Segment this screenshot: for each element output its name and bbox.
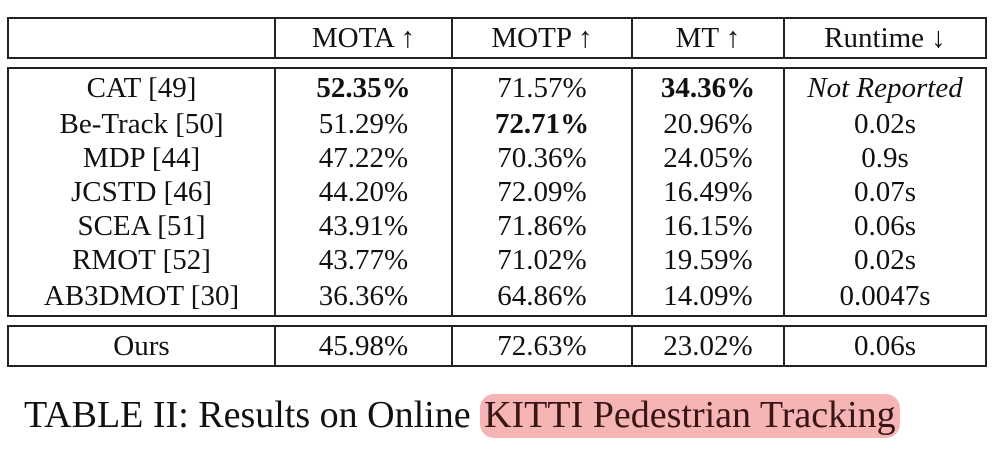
motp-cell: 70.36% [451, 141, 633, 175]
motp-cell: 71.86% [451, 209, 633, 243]
method-cell: CAT [49] [7, 67, 276, 107]
mota-cell: 43.91% [274, 209, 453, 243]
runtime-cell: 0.02s [783, 243, 987, 277]
table-row: AB3DMOT [30] 36.36% 64.86% 14.09% 0.0047… [7, 277, 987, 317]
table-row: SCEA [51] 43.91% 71.86% 16.15% 0.06s [7, 209, 987, 243]
header-motp: MOTP ↑ [451, 17, 633, 59]
motp-cell: 71.57% [451, 67, 633, 107]
method-cell: JCSTD [46] [7, 175, 276, 209]
motp-cell: 72.09% [451, 175, 633, 209]
runtime-cell: 0.07s [783, 175, 987, 209]
method-cell: RMOT [52] [7, 243, 276, 277]
table-row-ours: Ours 45.98% 72.63% 23.02% 0.06s [7, 325, 987, 367]
mt-cell: 16.15% [631, 209, 785, 243]
mota-cell: 36.36% [274, 277, 453, 317]
mt-cell: 20.96% [631, 107, 785, 141]
mt-cell: 19.59% [631, 243, 785, 277]
runtime-cell: 0.02s [783, 107, 987, 141]
mt-cell: 34.36% [631, 67, 785, 107]
table-header-row: MOTA ↑ MOTP ↑ MT ↑ Runtime ↓ [7, 17, 987, 59]
method-cell: Ours [7, 325, 276, 367]
mota-cell: 52.35% [274, 67, 453, 107]
table-row: Be-Track [50] 51.29% 72.71% 20.96% 0.02s [7, 107, 987, 141]
header-runtime: Runtime ↓ [783, 17, 987, 59]
runtime-cell: 0.06s [783, 325, 987, 367]
mota-cell: 47.22% [274, 141, 453, 175]
mota-cell: 45.98% [274, 325, 453, 367]
mota-cell: 51.29% [274, 107, 453, 141]
table-row: MDP [44] 47.22% 70.36% 24.05% 0.9s [7, 141, 987, 175]
motp-cell: 72.63% [451, 325, 633, 367]
header-cell-empty [7, 17, 276, 59]
table-caption: TABLE II: Results on Online KITTI Pedest… [24, 394, 900, 438]
caption-highlighted-text: KITTI Pedestrian Tracking [480, 394, 900, 438]
mt-cell: 16.49% [631, 175, 785, 209]
table-row: JCSTD [46] 44.20% 72.09% 16.49% 0.07s [7, 175, 987, 209]
table-spacer [8, 58, 986, 68]
motp-cell: 72.71% [451, 107, 633, 141]
table-row: RMOT [52] 43.77% 71.02% 19.59% 0.02s [7, 243, 987, 277]
runtime-cell: Not Reported [783, 67, 987, 107]
mt-cell: 24.05% [631, 141, 785, 175]
runtime-cell: 0.9s [783, 141, 987, 175]
table-row: CAT [49] 52.35% 71.57% 34.36% Not Report… [7, 67, 987, 107]
results-table: MOTA ↑ MOTP ↑ MT ↑ Runtime ↓ CAT [49] 52… [7, 17, 987, 367]
caption-prefix: TABLE II: Results on Online [24, 394, 481, 436]
mota-cell: 43.77% [274, 243, 453, 277]
header-mota: MOTA ↑ [274, 17, 453, 59]
method-cell: MDP [44] [7, 141, 276, 175]
table-spacer [8, 316, 986, 326]
runtime-cell: 0.06s [783, 209, 987, 243]
motp-cell: 71.02% [451, 243, 633, 277]
method-cell: AB3DMOT [30] [7, 277, 276, 317]
motp-cell: 64.86% [451, 277, 633, 317]
runtime-cell: 0.0047s [783, 277, 987, 317]
mota-cell: 44.20% [274, 175, 453, 209]
mt-cell: 23.02% [631, 325, 785, 367]
method-cell: SCEA [51] [7, 209, 276, 243]
mt-cell: 14.09% [631, 277, 785, 317]
header-mt: MT ↑ [631, 17, 785, 59]
method-cell: Be-Track [50] [7, 107, 276, 141]
